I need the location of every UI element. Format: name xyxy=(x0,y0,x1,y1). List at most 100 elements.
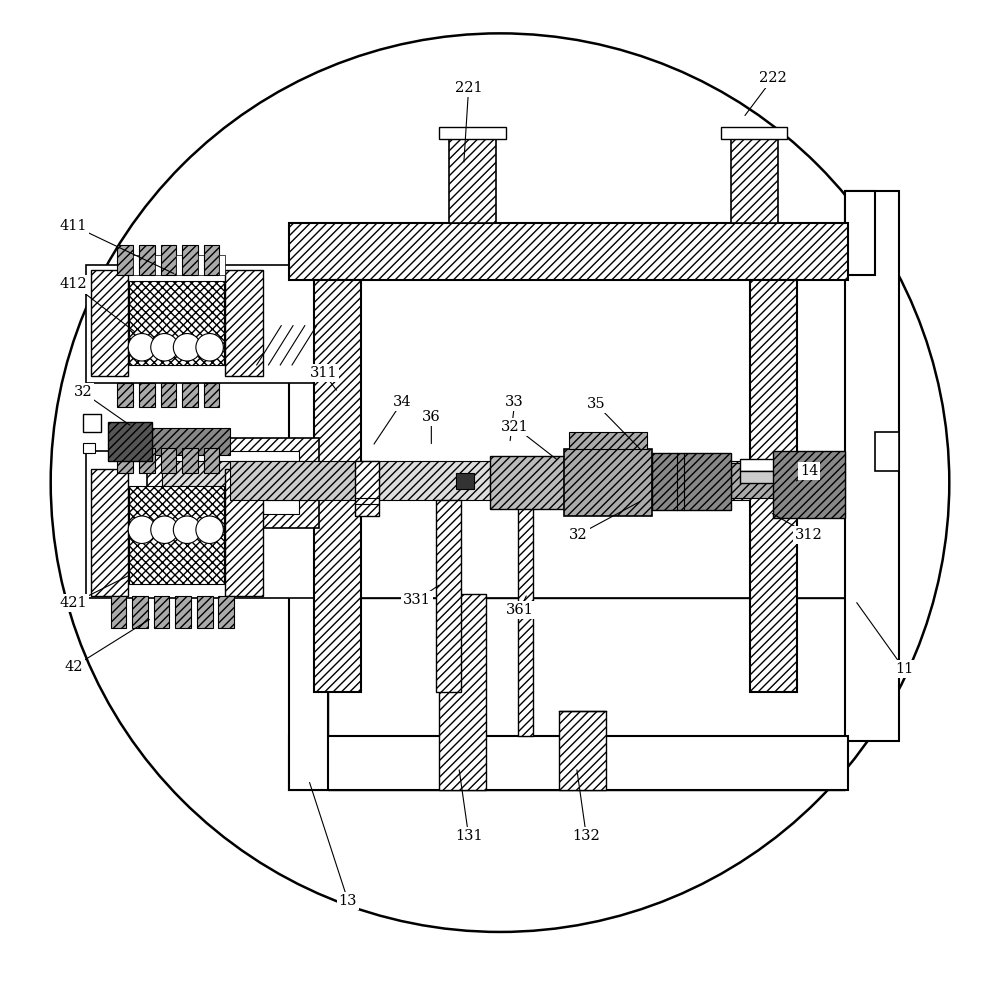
Bar xyxy=(147,438,319,528)
Bar xyxy=(721,127,787,139)
Polygon shape xyxy=(182,448,198,473)
Text: 222: 222 xyxy=(759,72,787,85)
Text: 321: 321 xyxy=(501,420,529,434)
Polygon shape xyxy=(117,448,133,473)
Bar xyxy=(731,463,845,498)
Polygon shape xyxy=(139,383,155,407)
Bar xyxy=(328,598,845,790)
Bar xyxy=(355,461,379,516)
Circle shape xyxy=(173,516,201,543)
Polygon shape xyxy=(182,245,198,275)
Text: 312: 312 xyxy=(795,528,823,542)
Text: 32: 32 xyxy=(74,386,92,399)
Polygon shape xyxy=(117,383,133,407)
Polygon shape xyxy=(161,448,176,473)
Bar xyxy=(155,255,161,275)
Bar xyxy=(731,129,778,223)
Bar xyxy=(162,461,323,500)
Text: 221: 221 xyxy=(455,81,482,95)
Text: 361: 361 xyxy=(506,603,534,617)
Polygon shape xyxy=(204,245,219,275)
Circle shape xyxy=(151,516,178,543)
Bar xyxy=(559,711,606,790)
Bar xyxy=(456,473,474,489)
Polygon shape xyxy=(773,451,845,518)
Bar xyxy=(750,280,797,692)
Polygon shape xyxy=(182,383,198,407)
Bar xyxy=(152,428,230,455)
Text: 35: 35 xyxy=(587,397,605,411)
Bar xyxy=(108,422,152,461)
Polygon shape xyxy=(204,383,219,407)
Bar xyxy=(875,432,899,471)
Bar xyxy=(83,414,101,432)
Bar xyxy=(361,461,750,500)
Bar xyxy=(569,432,647,449)
Bar xyxy=(162,451,299,514)
Bar xyxy=(289,736,848,790)
Polygon shape xyxy=(111,596,126,628)
Text: 34: 34 xyxy=(393,395,411,409)
Polygon shape xyxy=(139,448,155,473)
Bar xyxy=(449,129,496,223)
Bar xyxy=(219,255,225,275)
Bar xyxy=(91,469,128,596)
Circle shape xyxy=(173,334,201,361)
Polygon shape xyxy=(204,448,219,473)
Bar xyxy=(564,449,652,516)
Text: 42: 42 xyxy=(64,660,83,674)
Bar xyxy=(652,453,731,510)
Bar xyxy=(198,255,204,275)
Polygon shape xyxy=(139,245,155,275)
Text: 412: 412 xyxy=(59,278,87,291)
Circle shape xyxy=(128,516,156,543)
Polygon shape xyxy=(175,596,191,628)
Bar xyxy=(225,469,263,596)
Bar xyxy=(289,270,328,790)
Bar xyxy=(129,281,224,365)
Polygon shape xyxy=(197,596,213,628)
Text: 132: 132 xyxy=(572,829,600,843)
Circle shape xyxy=(151,334,178,361)
Bar xyxy=(230,461,363,500)
Text: 131: 131 xyxy=(455,829,482,843)
Bar xyxy=(86,451,331,598)
Bar xyxy=(518,500,533,736)
Bar xyxy=(490,456,564,509)
Bar xyxy=(845,191,899,741)
Bar xyxy=(439,127,506,139)
Text: 411: 411 xyxy=(60,219,87,232)
Bar xyxy=(436,500,461,692)
Bar xyxy=(133,255,139,275)
Text: 14: 14 xyxy=(800,464,818,478)
Polygon shape xyxy=(154,596,169,628)
Text: 36: 36 xyxy=(422,410,441,424)
Bar xyxy=(129,486,224,584)
Text: 11: 11 xyxy=(895,662,913,676)
Polygon shape xyxy=(117,245,133,275)
Bar xyxy=(740,459,807,471)
Bar xyxy=(83,443,95,453)
Bar xyxy=(439,594,486,790)
Polygon shape xyxy=(161,383,176,407)
Text: 13: 13 xyxy=(339,894,357,907)
Bar xyxy=(314,280,361,692)
Circle shape xyxy=(196,516,223,543)
Bar xyxy=(225,270,263,376)
Bar xyxy=(86,265,331,383)
Text: 33: 33 xyxy=(505,395,524,409)
Bar xyxy=(740,471,807,483)
Text: 331: 331 xyxy=(403,594,431,607)
Text: 421: 421 xyxy=(59,596,87,610)
Polygon shape xyxy=(161,245,176,275)
Text: 311: 311 xyxy=(310,366,337,380)
Circle shape xyxy=(196,334,223,361)
Bar xyxy=(91,270,128,376)
Polygon shape xyxy=(132,596,148,628)
Circle shape xyxy=(128,334,156,361)
Bar xyxy=(176,255,182,275)
Bar xyxy=(845,191,875,275)
Text: 32: 32 xyxy=(569,528,588,542)
Polygon shape xyxy=(218,596,234,628)
Bar xyxy=(289,223,848,280)
